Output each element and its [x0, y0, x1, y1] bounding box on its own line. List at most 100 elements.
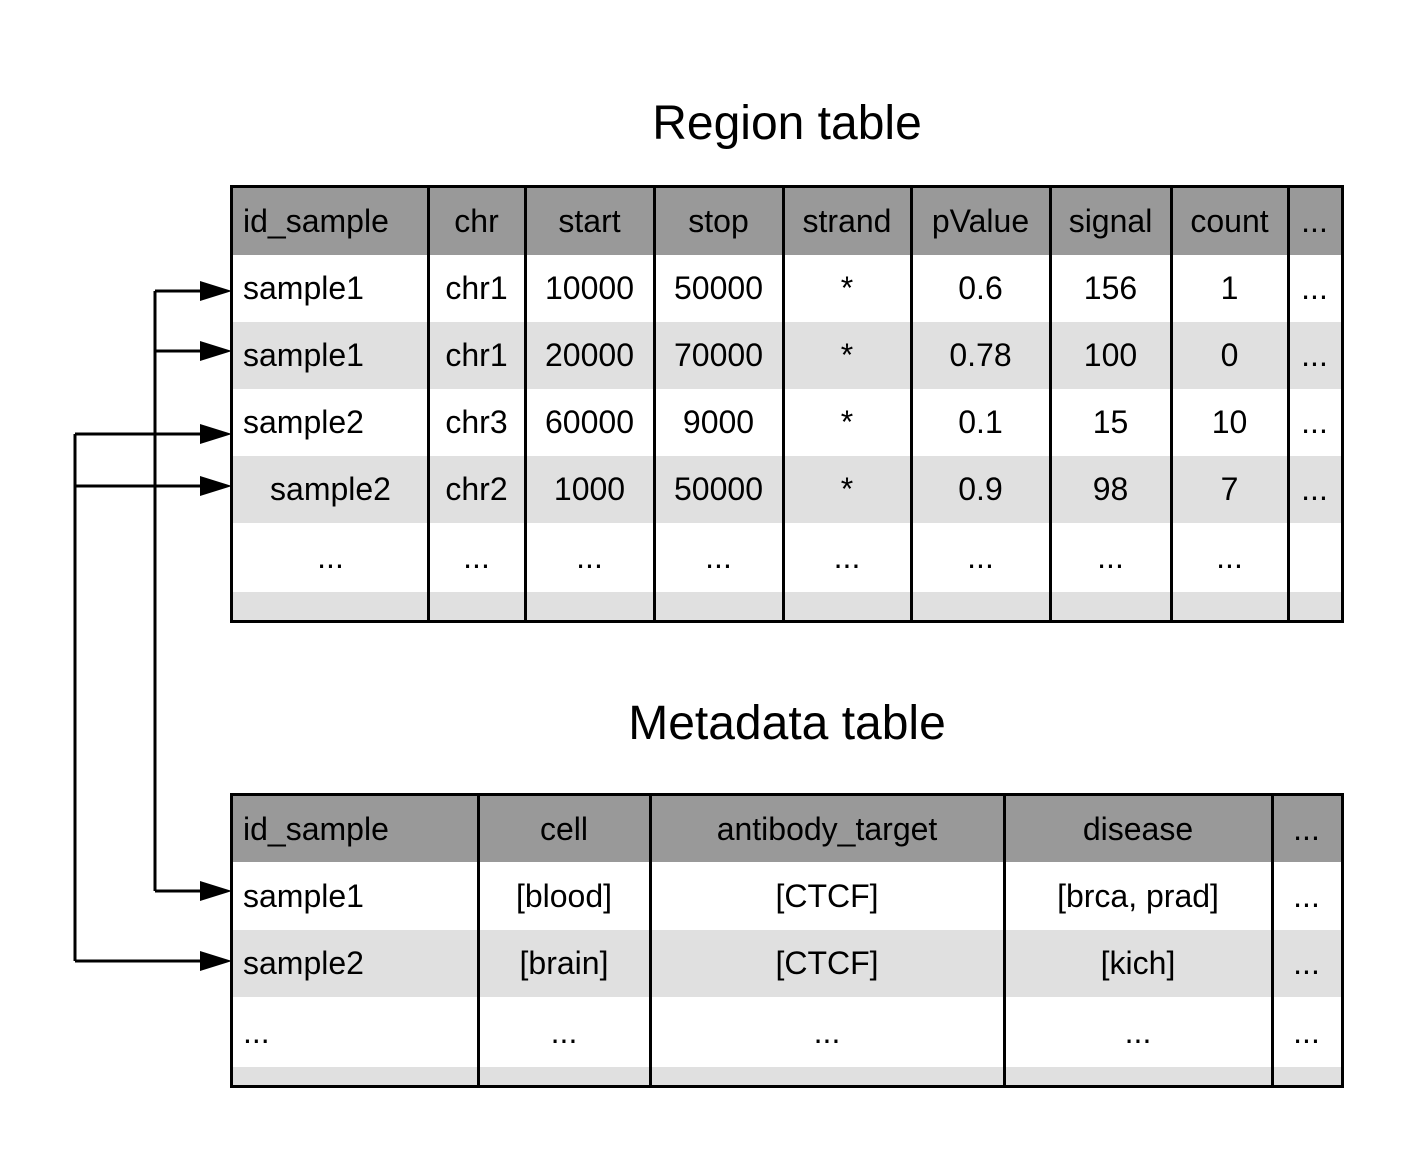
table-cell: ... [1301, 270, 1328, 306]
table-cell: ... [463, 539, 490, 575]
column-header: ... [1293, 810, 1320, 847]
column-divider [427, 188, 430, 620]
region-table-header-row: id_sample chr start stop strand pValue signal c… [233, 188, 1341, 255]
table-cell: chr1 [445, 270, 508, 306]
table-cell: 0.6 [958, 270, 1003, 306]
table-cell: ... [705, 539, 732, 575]
column-divider [910, 188, 913, 620]
table-cell: ... [1216, 539, 1243, 575]
column-header: signal [1068, 203, 1153, 239]
table-cell: 70000 [674, 337, 763, 373]
metadata-table-row: sample2 [brain] [CTCF] [kich]... [233, 930, 1341, 997]
table-cell: 50000 [674, 270, 763, 306]
table-cell: 0.78 [949, 337, 1012, 373]
table-cell: [brca, prad] [1057, 877, 1219, 914]
column-divider [477, 796, 480, 1085]
table-cell: 20000 [545, 337, 634, 373]
table-cell: 156 [1083, 270, 1138, 306]
table-cell: 7 [1220, 471, 1239, 507]
region-table-row: sample2 chr3 60000 9000 * 0.1 15 10... [233, 389, 1341, 456]
table-cell: 10 [1211, 404, 1248, 440]
column-header: start [558, 203, 621, 239]
metadata-table-row [233, 1067, 1341, 1085]
table-cell: ... [1293, 1013, 1320, 1050]
table-cell: sample1 [243, 877, 364, 914]
table-cell: 0 [1220, 337, 1239, 373]
table-cell: ... [317, 539, 344, 575]
table-cell: ... [833, 539, 861, 575]
column-header: count [1190, 203, 1269, 239]
column-header: chr [454, 203, 499, 239]
table-cell: [kich] [1100, 945, 1176, 981]
metadata-table-title: Metadata table [628, 697, 946, 750]
table-cell: ... [1293, 877, 1320, 914]
table-cell: sample2 [243, 404, 364, 440]
column-divider [1003, 796, 1006, 1085]
column-divider [1271, 796, 1274, 1085]
arrowhead-icon [200, 341, 232, 361]
table-cell: 60000 [545, 404, 634, 440]
region-table-row: sample1 chr1 10000 50000 * 0.6 156 1... [233, 255, 1341, 322]
region-table: id_sample chr start stop strand pValue signal c… [230, 185, 1344, 623]
table-cell: [CTCF] [775, 877, 879, 914]
region-table-row [233, 592, 1341, 620]
metadata-table-row: sample1 [blood] [CTCF] [brca, prad]... [233, 862, 1341, 930]
column-header: id_sample [243, 810, 389, 847]
arrowhead-icon [200, 424, 232, 444]
arrowhead-icon [200, 476, 232, 496]
table-cell: [blood] [515, 877, 613, 914]
table-cell: 50000 [674, 471, 763, 507]
column-header: stop [688, 203, 749, 239]
region-table-row: ........................ [233, 523, 1341, 592]
region-table-row: sample1 chr1 20000 70000 * 0.78 100 0... [233, 322, 1341, 389]
column-divider [649, 796, 652, 1085]
table-cell: 98 [1092, 471, 1129, 507]
table-cell: ... [1301, 404, 1328, 440]
column-header: ... [1301, 203, 1328, 239]
region-table-title: Region table [652, 97, 922, 150]
table-cell: * [840, 337, 854, 373]
arrowhead-icon [200, 281, 232, 301]
column-header: disease [1082, 810, 1194, 847]
metadata-table-header-row: id_sample cell antibody_target disease... [233, 796, 1341, 862]
table-cell: 1000 [553, 471, 626, 507]
table-cell: ... [1293, 945, 1320, 981]
arrowhead-icon [200, 881, 232, 901]
table-cell: * [840, 270, 854, 306]
table-cell: [brain] [519, 945, 609, 981]
table-cell: chr3 [445, 404, 508, 440]
table-cell: 15 [1092, 404, 1129, 440]
table-cell: ... [1301, 471, 1328, 507]
table-cell: sample1 [243, 270, 364, 306]
column-divider [653, 188, 656, 620]
column-header: pValue [931, 203, 1030, 239]
table-cell: ... [1097, 539, 1124, 575]
table-cell: chr2 [445, 471, 508, 507]
table-cell: [CTCF] [775, 945, 879, 981]
table-cell: 10000 [545, 270, 634, 306]
table-cell: 0.1 [958, 404, 1003, 440]
column-divider [782, 188, 785, 620]
table-cell: ... [576, 539, 603, 575]
column-divider [524, 188, 527, 620]
table-cell: sample2 [243, 945, 364, 981]
metadata-table: id_sample cell antibody_target disease... sa… [230, 793, 1344, 1088]
table-cell: ... [967, 539, 994, 575]
table-cell: * [840, 471, 854, 507]
table-cell: 9000 [682, 404, 755, 440]
table-cell: ... [813, 1013, 841, 1050]
column-divider [1287, 188, 1290, 620]
table-cell: 0.9 [958, 471, 1003, 507]
column-header: strand [802, 203, 892, 239]
metadata-table-row: ............... [233, 997, 1341, 1067]
arrowhead-icon [200, 951, 232, 971]
region-table-row: sample2 chr2 1000 50000 * 0.9 98 7... [233, 456, 1341, 523]
table-cell: ... [1301, 337, 1328, 373]
table-cell: ... [1124, 1013, 1152, 1050]
column-header: cell [539, 810, 588, 847]
table-cell: 100 [1083, 337, 1138, 373]
table-cell: * [840, 404, 854, 440]
column-divider [1170, 188, 1173, 620]
column-header: id_sample [243, 203, 389, 239]
